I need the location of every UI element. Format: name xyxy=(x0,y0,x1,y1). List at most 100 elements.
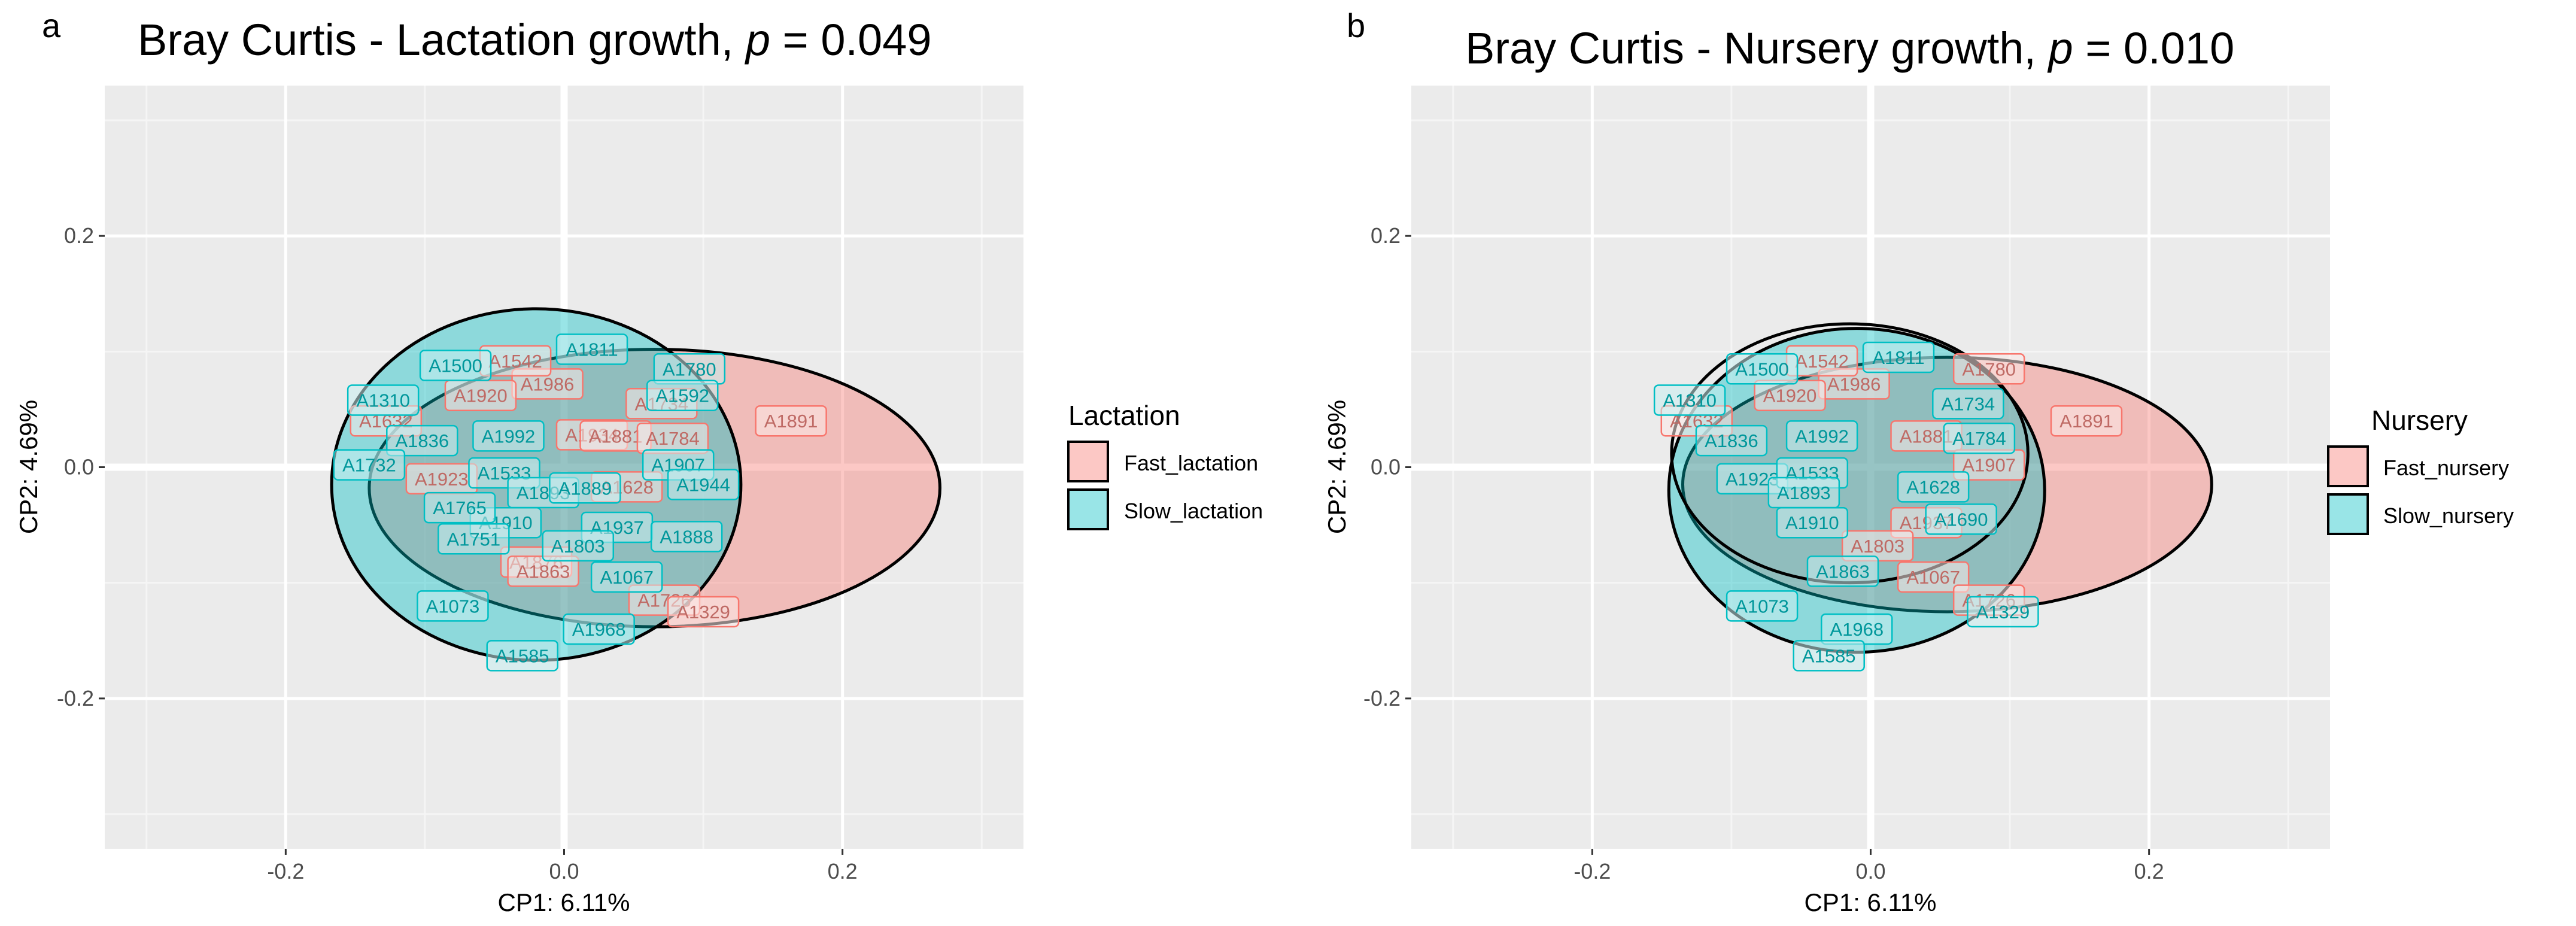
point-label-box xyxy=(542,530,615,562)
y-tick-label: 0.0 xyxy=(1371,455,1401,479)
point-label: A1542 xyxy=(1795,351,1849,372)
point-label: A1734 xyxy=(1941,393,1995,414)
point-label: A1073 xyxy=(1735,596,1789,617)
panel-a-x-axis-label: CP1: 6.11% xyxy=(497,888,630,916)
panel-a-title: Bray Curtis - Lactation growth, p = 0.04… xyxy=(138,15,932,65)
point-label: A1907 xyxy=(1962,455,2016,476)
point-label: A1780 xyxy=(663,359,716,379)
point-label-box xyxy=(419,350,492,381)
point-label: A1585 xyxy=(1802,645,1856,666)
panel-a-title-p: p xyxy=(745,15,770,65)
panel-a-y-axis-label: CP2: 4.69% xyxy=(14,400,42,534)
point-label-box xyxy=(1897,471,1970,503)
point-label: A1920 xyxy=(1763,385,1817,406)
point-label: A1923 xyxy=(415,469,469,490)
point-label: A1968 xyxy=(572,619,626,640)
point-label: A1836 xyxy=(395,430,449,451)
point-label-box xyxy=(667,469,740,500)
panel-b-x-axis-label: CP1: 6.11% xyxy=(1804,888,1936,916)
point-label: A1784 xyxy=(1952,428,2006,449)
point-label-box xyxy=(1776,506,1849,539)
point-label-box xyxy=(646,379,719,411)
panel-b-title-prefix: Bray Curtis - Nursery growth, xyxy=(1465,23,2049,73)
point-label: A1732 xyxy=(342,455,396,476)
point-label-box xyxy=(472,420,545,452)
panel-b-title: Bray Curtis - Nursery growth, p = 0.010 xyxy=(1465,23,2234,73)
point-label-box xyxy=(423,491,496,524)
panel-letter-a: a xyxy=(42,7,61,44)
point-label: A1863 xyxy=(1816,561,1870,582)
point-label-box xyxy=(1726,353,1799,385)
point-label-box xyxy=(347,384,420,416)
panel-a: a Bray Curtis - Lactation growth, p = 0.… xyxy=(14,7,1263,916)
panel-b-legend-title: Nursery xyxy=(2371,405,2468,436)
point-label: A1920 xyxy=(454,385,508,406)
point-label-box xyxy=(549,472,621,504)
point-label-box xyxy=(2050,405,2123,437)
panel-a-gridlines xyxy=(105,86,1023,849)
point-label-box xyxy=(1726,590,1799,622)
point-label-box xyxy=(650,521,723,552)
point-label: A1500 xyxy=(1735,359,1789,379)
point-label: A1329 xyxy=(1976,602,2030,623)
point-label-box xyxy=(386,424,458,457)
panel-b-point-labels: A1891A1986A1542A1881A1907A1937A1067A1726… xyxy=(1653,341,2123,672)
point-label: A1329 xyxy=(676,602,730,623)
point-label-box xyxy=(563,613,635,645)
point-label: A1542 xyxy=(488,351,542,372)
point-label-box xyxy=(486,640,558,672)
panel-a-legend-label-fast: Fast_lactation xyxy=(1124,451,1258,475)
point-label: A1784 xyxy=(646,428,700,449)
point-label: A1811 xyxy=(1872,347,1924,368)
point-label-box xyxy=(1967,596,2039,628)
point-label: A1992 xyxy=(1795,426,1849,447)
point-label: A1893 xyxy=(1777,482,1831,503)
x-tick-label: -0.2 xyxy=(1573,859,1611,884)
point-label: A1944 xyxy=(676,474,730,495)
point-label: A1780 xyxy=(1962,359,2016,379)
point-label-box xyxy=(1932,388,2004,420)
panel-a-legend: Lactation Fast_lactation Slow_lactation xyxy=(1067,400,1263,530)
point-label: A1891 xyxy=(2059,411,2113,432)
panel-a-title-suffix: = 0.049 xyxy=(770,15,932,65)
point-label: A1310 xyxy=(1663,390,1717,411)
y-tick-label: -0.2 xyxy=(57,686,94,711)
point-label: A1888 xyxy=(660,526,713,547)
point-label-box xyxy=(1862,341,1935,374)
y-tick-label: -0.2 xyxy=(1363,686,1401,711)
point-label: A1986 xyxy=(521,374,575,394)
point-label: A1690 xyxy=(1934,509,1988,530)
point-label-box xyxy=(755,405,827,437)
point-label: A1992 xyxy=(482,426,536,447)
point-label-box xyxy=(1925,503,1997,535)
panel-a-tick-labels: -0.2 0.0 0.2 -0.2 0.0 0.2 xyxy=(57,223,858,884)
point-label-box xyxy=(555,333,628,365)
point-label: A1765 xyxy=(433,497,487,518)
x-tick-label: 0.2 xyxy=(828,859,858,884)
point-label: A1067 xyxy=(600,567,654,588)
panel-b-y-axis-label: CP2: 4.69% xyxy=(1323,400,1351,534)
point-label: A1628 xyxy=(1906,476,1960,497)
point-label: A1500 xyxy=(429,356,482,377)
panel-a-legend-key-slow xyxy=(1067,488,1109,530)
point-label-box xyxy=(1793,640,1865,672)
point-label: A1891 xyxy=(764,411,818,432)
panel-a-legend-label-slow: Slow_lactation xyxy=(1124,499,1263,523)
point-label-box xyxy=(590,561,663,593)
point-label-box xyxy=(1897,561,1970,593)
panel-a-legend-key-fast xyxy=(1067,441,1109,482)
panel-b-legend-key-slow xyxy=(2327,493,2369,535)
panel-letter-b: b xyxy=(1347,7,1365,44)
point-label: A1751 xyxy=(447,529,501,549)
point-label: A1889 xyxy=(558,478,612,499)
panel-a-legend-title: Lactation xyxy=(1068,400,1180,431)
x-tick-label: 0.2 xyxy=(2134,859,2164,884)
point-label-box xyxy=(1806,555,1879,587)
panel-b-title-p: p xyxy=(2048,23,2073,73)
point-label: A1067 xyxy=(1906,567,1960,588)
panel-b-legend-label-slow: Slow_nursery xyxy=(2383,503,2514,528)
point-label-box xyxy=(1952,353,2025,385)
point-label: A1585 xyxy=(496,645,549,666)
point-label-box xyxy=(333,449,406,481)
panel-b-gridlines xyxy=(1411,86,2330,849)
